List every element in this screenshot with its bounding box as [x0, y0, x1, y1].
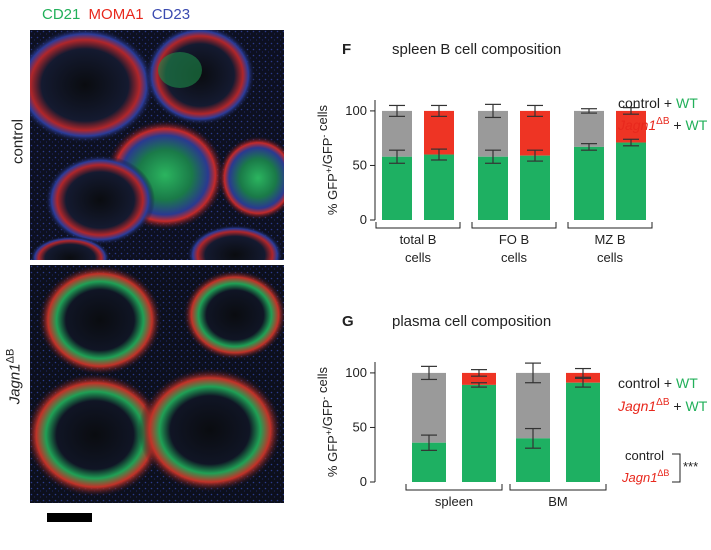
legend-f-jagn1: Jagn1ΔB + WT [617, 116, 708, 133]
bar-segment-green [382, 156, 412, 220]
chart-spleen-b-cells: F spleen B cell composition 0 50 100 % GFP+… [315, 41, 708, 265]
significance-bracket [672, 453, 681, 483]
stain-cd21: CD21 [42, 6, 81, 23]
chart-f-legend: control + WT Jagn1ΔB + WT [617, 95, 708, 133]
panel-letter-f: F [342, 41, 351, 58]
y-tick-label: 50 [353, 419, 367, 434]
bar-segment-red [616, 110, 646, 143]
group-label: BM [548, 494, 568, 509]
bar-segment-green [478, 156, 508, 220]
bar-segment-green [424, 154, 454, 220]
chart-g-legend: control + WT Jagn1ΔB + WT control Jagn1Δ… [617, 375, 708, 485]
legend-f-control: control + WT [618, 95, 698, 111]
stain-moma1: MOMA1 [88, 6, 144, 23]
group-bracket [405, 484, 503, 491]
bar-segment-red [424, 110, 454, 155]
panel-letter-g: G [342, 313, 354, 330]
legend-g-jagn1: Jagn1ΔB + WT [617, 397, 708, 414]
y-tick-label: 0 [360, 474, 367, 489]
bar-segment-green [462, 384, 496, 482]
bar-segment-green [520, 155, 550, 220]
significance-stars: *** [683, 459, 698, 474]
group-bracket [567, 222, 653, 229]
group-label: cells [501, 250, 528, 265]
y-tick-label: 50 [353, 157, 367, 172]
scale-bar [47, 513, 92, 522]
bar-segment-red [520, 110, 550, 156]
y-tick-label: 0 [360, 212, 367, 227]
significance-control: control [625, 448, 664, 463]
group-label: MZ B [594, 232, 625, 247]
group-label: cells [405, 250, 432, 265]
bar-segment-gray [516, 372, 550, 439]
bar-segment-red [462, 372, 496, 385]
chart-plasma-cells: G plasma cell composition 0 50 100 % GFP+/G… [315, 313, 708, 509]
group-bracket [375, 222, 461, 229]
y-tick-label: 100 [345, 103, 367, 118]
bar-segment-gray [478, 110, 508, 157]
y-tick-label: 100 [345, 365, 367, 380]
bar-segment-green [616, 142, 646, 220]
row-label-control: control [9, 118, 27, 165]
stain-cd23: CD23 [151, 6, 191, 23]
group-bracket [471, 222, 557, 229]
group-label: total B [400, 232, 437, 247]
group-label: spleen [435, 494, 473, 509]
bar-segment-gray [574, 110, 604, 147]
bar-segment-green [566, 382, 600, 482]
significance-jagn1: Jagn1ΔB [621, 468, 669, 485]
bar-segment-gray [382, 110, 412, 157]
group-label: cells [597, 250, 624, 265]
chart-f-title: spleen B cell composition [392, 41, 561, 58]
micrograph-jagn1 [30, 265, 284, 503]
legend-g-control: control + WT [618, 375, 698, 391]
group-bracket [509, 484, 607, 491]
micrograph-control [30, 30, 284, 260]
bar-segment-green [574, 146, 604, 220]
y-axis-label: % GFP+/GFP- cells [315, 104, 340, 215]
row-label-jagn1: Jagn1ΔB [4, 348, 24, 405]
bar-segment-gray [412, 372, 446, 443]
group-label: FO B [499, 232, 529, 247]
y-axis-label: % GFP+/GFP- cells [315, 366, 340, 477]
stain-legend: CD21 MOMA1 CD23 [42, 6, 194, 23]
chart-g-title: plasma cell composition [392, 313, 551, 330]
